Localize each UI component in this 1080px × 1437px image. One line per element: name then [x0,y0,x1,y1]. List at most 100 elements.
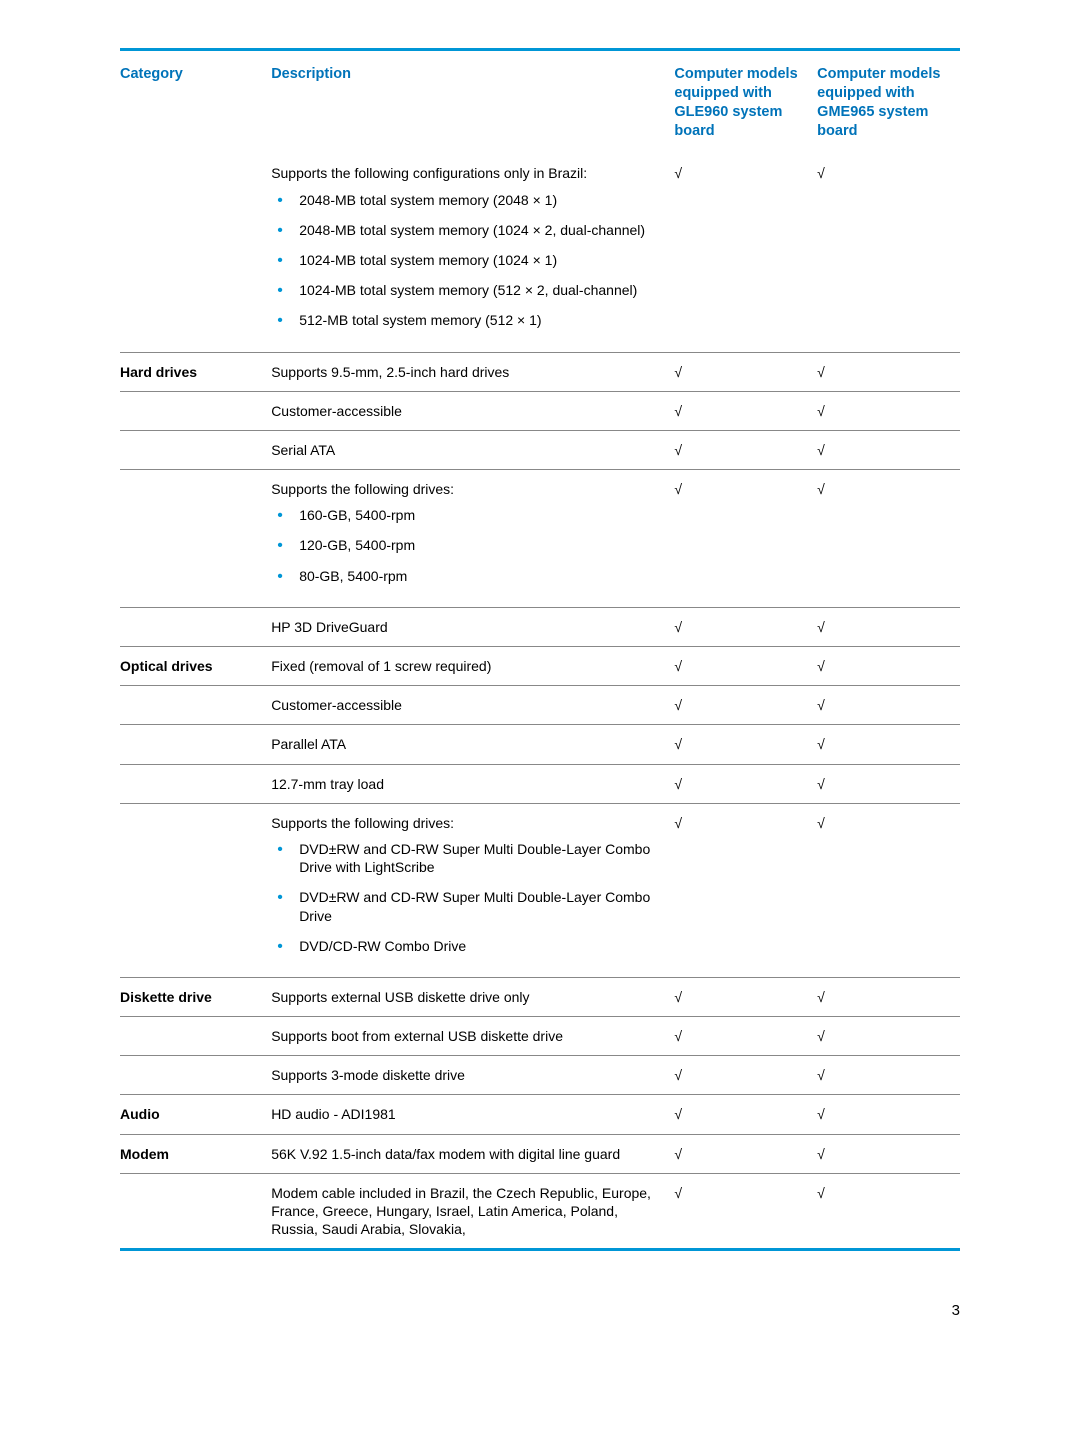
cell-model2: √ [817,686,960,725]
cell-model1: √ [674,470,817,608]
list-item: 160-GB, 5400-rpm [271,506,666,524]
cell-description: Supports 9.5-mm, 2.5-inch hard drives [271,352,674,391]
list-item: DVD/CD-RW Combo Drive [271,937,666,955]
cell-model1: √ [674,686,817,725]
table-row: Customer-accessible√√ [120,686,960,725]
cell-model2: √ [817,391,960,430]
cell-description: Fixed (removal of 1 screw required) [271,647,674,686]
cell-category: Hard drives [120,352,271,391]
bullet-list: 160-GB, 5400-rpm 120-GB, 5400-rpm 80-GB, 5… [271,506,666,585]
cell-description: Supports the following configurations on… [271,154,674,352]
description-text: Supports 9.5-mm, 2.5-inch hard drives [271,364,509,380]
cell-model2: √ [817,1134,960,1173]
list-item: 80-GB, 5400-rpm [271,567,666,585]
table-row: Hard drivesSupports 9.5-mm, 2.5-inch har… [120,352,960,391]
header-category: Category [120,50,271,155]
table-row: Supports the following configurations on… [120,154,960,352]
list-item: DVD±RW and CD-RW Super Multi Double-Laye… [271,840,666,876]
table-row: 12.7-mm tray load√√ [120,764,960,803]
table-row: Modem cable included in Brazil, the Czec… [120,1173,960,1250]
description-text: Supports the following drives: [271,815,454,831]
description-text: Supports external USB diskette drive onl… [271,989,529,1005]
table-row: Supports 3-mode diskette drive√√ [120,1056,960,1095]
description-text: Supports the following configurations on… [271,165,587,181]
list-item: 2048-MB total system memory (1024 × 2, d… [271,221,666,239]
bullet-list: 2048-MB total system memory (2048 × 1) 20… [271,191,666,330]
cell-description: Customer-accessible [271,391,674,430]
list-item: 1024-MB total system memory (1024 × 1) [271,251,666,269]
description-text: Customer-accessible [271,403,402,419]
description-text: Parallel ATA [271,736,346,752]
cell-category [120,725,271,764]
cell-model2: √ [817,1095,960,1134]
list-item: 1024-MB total system memory (512 × 2, du… [271,281,666,299]
cell-model2: √ [817,1173,960,1250]
cell-model1: √ [674,391,817,430]
list-item: DVD±RW and CD-RW Super Multi Double-Laye… [271,888,666,924]
description-text: 12.7-mm tray load [271,776,384,792]
cell-category: Modem [120,1134,271,1173]
cell-model2: √ [817,803,960,977]
list-item: 120-GB, 5400-rpm [271,536,666,554]
cell-model2: √ [817,725,960,764]
cell-category [120,391,271,430]
header-description: Description [271,50,674,155]
description-text: HP 3D DriveGuard [271,619,387,635]
list-item: 512-MB total system memory (512 × 1) [271,311,666,329]
cell-category: Diskette drive [120,977,271,1016]
cell-description: Serial ATA [271,430,674,469]
table-row: Optical drivesFixed (removal of 1 screw … [120,647,960,686]
table-row: AudioHD audio - ADI1981 √√ [120,1095,960,1134]
cell-category [120,470,271,608]
cell-description: Supports external USB diskette drive onl… [271,977,674,1016]
table-row: Diskette driveSupports external USB disk… [120,977,960,1016]
table-row: Supports boot from external USB diskette… [120,1017,960,1056]
header-model1: Computer models equipped with GLE960 sys… [674,50,817,155]
cell-model2: √ [817,154,960,352]
spec-table: Category Description Computer models equ… [120,48,960,1251]
description-text: 56K V.92 1.5-inch data/fax modem with di… [271,1146,620,1162]
cell-model2: √ [817,977,960,1016]
cell-model2: √ [817,764,960,803]
cell-model1: √ [674,352,817,391]
cell-description: Supports the following drives: 160-GB, 54… [271,470,674,608]
cell-description: Modem cable included in Brazil, the Czec… [271,1173,674,1250]
header-model2: Computer models equipped with GME965 sys… [817,50,960,155]
cell-category [120,1017,271,1056]
cell-category: Audio [120,1095,271,1134]
cell-category [120,764,271,803]
description-text: HD audio - ADI1981 [271,1106,396,1122]
cell-description: 56K V.92 1.5-inch data/fax modem with di… [271,1134,674,1173]
table-row: Modem56K V.92 1.5-inch data/fax modem wi… [120,1134,960,1173]
cell-description: Parallel ATA [271,725,674,764]
page-number: 3 [120,1301,960,1321]
cell-model1: √ [674,607,817,646]
cell-description: Supports 3-mode diskette drive [271,1056,674,1095]
description-text: Supports the following drives: [271,481,454,497]
cell-description: HD audio - ADI1981 [271,1095,674,1134]
list-item: 2048-MB total system memory (2048 × 1) [271,191,666,209]
cell-model2: √ [817,607,960,646]
cell-description: Supports boot from external USB diskette… [271,1017,674,1056]
table-row: Customer-accessible √√ [120,391,960,430]
header-row: Category Description Computer models equ… [120,50,960,155]
description-text: Serial ATA [271,442,335,458]
cell-model1: √ [674,430,817,469]
cell-category [120,1056,271,1095]
bullet-list: DVD±RW and CD-RW Super Multi Double-Laye… [271,840,666,955]
cell-category [120,803,271,977]
cell-category [120,1173,271,1250]
cell-model1: √ [674,154,817,352]
cell-model2: √ [817,430,960,469]
cell-model1: √ [674,1095,817,1134]
cell-category [120,607,271,646]
description-text: Supports 3-mode diskette drive [271,1067,465,1083]
table-row: Parallel ATA √√ [120,725,960,764]
cell-model2: √ [817,352,960,391]
cell-description: Supports the following drives: DVD±RW and… [271,803,674,977]
cell-model1: √ [674,1134,817,1173]
cell-category [120,686,271,725]
table-row: Supports the following drives: 160-GB, 54… [120,470,960,608]
cell-model1: √ [674,725,817,764]
table-row: Supports the following drives: DVD±RW and… [120,803,960,977]
